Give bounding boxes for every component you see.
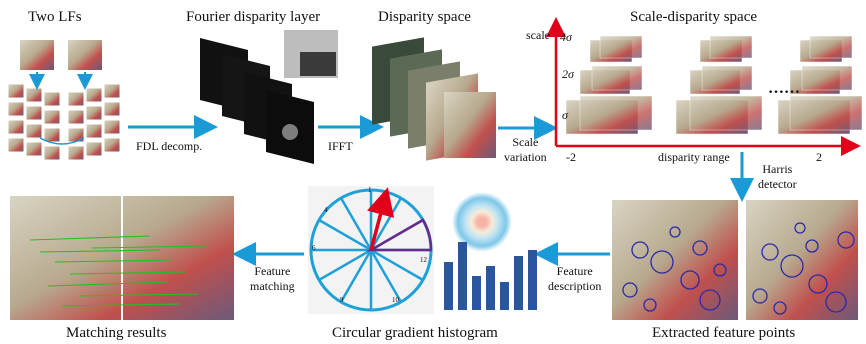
fdl-decomp-label: FDL decomp. bbox=[136, 139, 203, 153]
scale-variation-label: Scale variation bbox=[504, 135, 547, 164]
histogram-bars bbox=[444, 242, 537, 310]
disparity-space-label: Disparity space bbox=[378, 9, 471, 25]
matching-results-label: Matching results bbox=[66, 325, 167, 341]
scale-ellipsis: …… bbox=[768, 80, 800, 97]
gradient-circle bbox=[308, 186, 434, 314]
histogram-rings bbox=[452, 192, 512, 252]
fourier-layer-stack bbox=[200, 30, 338, 164]
extracted-feature-points-label: Extracted feature points bbox=[652, 325, 796, 341]
circle-number-4: 4 bbox=[324, 206, 328, 214]
harris-detector-label: Harris detector bbox=[758, 162, 797, 191]
fourier-layer-label: Fourier disparity layer bbox=[186, 9, 321, 25]
two-lfs-label: Two LFs bbox=[28, 9, 82, 25]
scale-tick-sigma: σ bbox=[562, 108, 568, 122]
feature-matching-label: Feature matching bbox=[250, 264, 295, 293]
ifft-label: IFFT bbox=[328, 139, 353, 153]
scale-disparity-axes bbox=[546, 17, 861, 156]
circular-gradient-histogram-label: Circular gradient histogram bbox=[332, 325, 498, 341]
circle-number-6: 6 bbox=[312, 244, 316, 252]
scale-disparity-space-label: Scale-disparity space bbox=[630, 9, 758, 25]
feature-description-label: Feature description bbox=[548, 264, 602, 293]
disparity-space-stack bbox=[372, 37, 496, 161]
scale-tick-4sigma: 4σ bbox=[560, 30, 572, 44]
two-lfs-figure bbox=[7, 40, 121, 161]
feature-point-images bbox=[612, 200, 858, 320]
disparity-max-label: 2 bbox=[816, 150, 822, 164]
circle-number-12: 12 bbox=[420, 256, 427, 264]
circle-number-9: 9 bbox=[340, 296, 344, 304]
circle-number-10: 10 bbox=[392, 296, 399, 304]
scale-tick-2sigma: 2σ bbox=[562, 67, 574, 81]
scale-axis-label: scale bbox=[526, 28, 550, 42]
matching-results-image bbox=[10, 196, 234, 320]
disparity-range-label: disparity range bbox=[658, 150, 730, 164]
disparity-min-label: -2 bbox=[566, 150, 576, 164]
scale-disparity-volumes bbox=[565, 35, 863, 135]
circle-number-1: 1 bbox=[368, 186, 372, 194]
